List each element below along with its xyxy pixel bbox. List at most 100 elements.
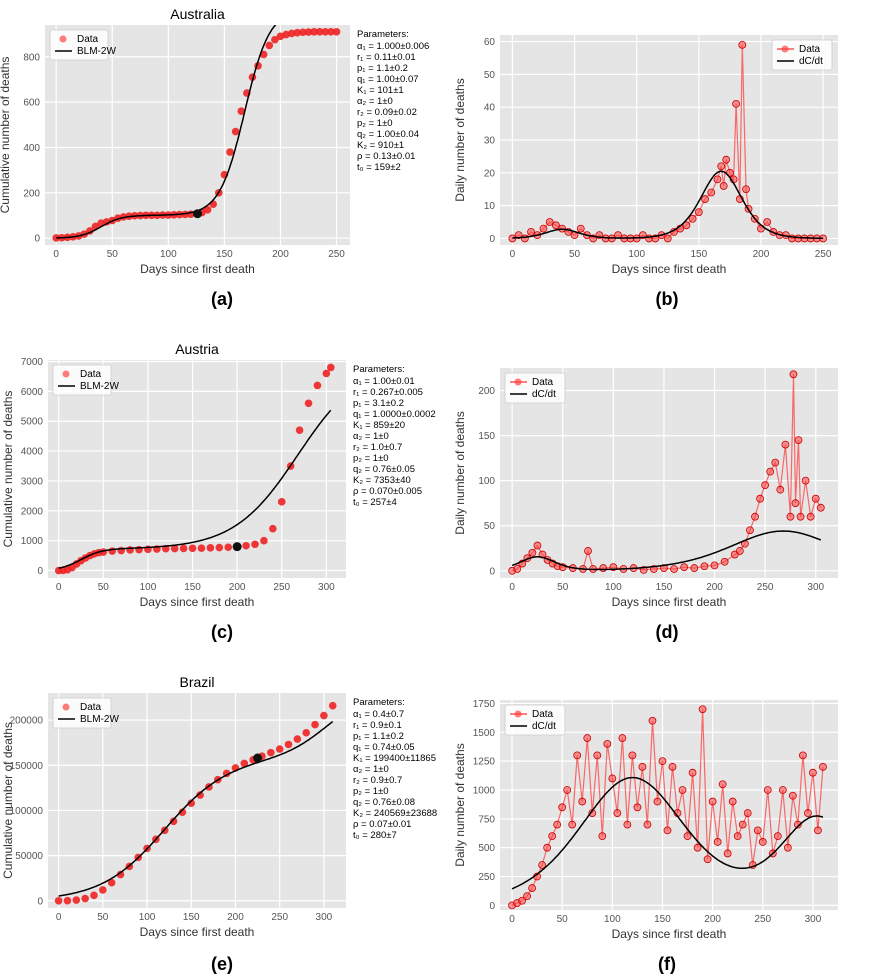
x-axis-label: Days since first death (140, 595, 255, 609)
x-tick-label: 100 (140, 582, 157, 593)
data-point (766, 467, 775, 476)
y-tick-label: 750 (478, 814, 495, 825)
y-tick-label: 5000 (21, 417, 44, 428)
data-point (287, 29, 296, 38)
data-point (573, 751, 582, 760)
x-tick-label: 50 (97, 912, 109, 923)
data-point (558, 803, 567, 812)
y-axis-label: Daily number of deaths (453, 743, 467, 866)
data-point (321, 28, 330, 36)
data-point (598, 832, 607, 841)
y-tick-label: 150 (478, 431, 495, 442)
legend-data-marker (59, 35, 67, 43)
data-point (548, 832, 557, 841)
y-tick-label: 100 (478, 476, 495, 487)
parameter-line: α₂ = 1±0 (353, 764, 389, 775)
data-point (683, 832, 692, 841)
data-point (206, 544, 215, 552)
data-point (710, 561, 719, 570)
transition-marker-point (193, 209, 202, 219)
parameters-title: Parameters: (353, 697, 405, 708)
legend-label: BLM-2W (80, 714, 119, 725)
data-point (806, 512, 815, 521)
x-tick-label: 0 (56, 582, 62, 593)
model-curve (512, 170, 824, 240)
y-axis-label: Cumulative number of deaths (1, 391, 15, 548)
data-point (713, 175, 722, 184)
data-point (178, 808, 187, 817)
data-point (242, 541, 250, 550)
y-tick-label: 50 (484, 521, 496, 532)
data-point (690, 564, 699, 572)
x-tick-label: 0 (510, 249, 516, 260)
y-tick-label: 1250 (473, 757, 496, 768)
data-point (742, 185, 750, 194)
plot-area (54, 363, 335, 575)
x-tick-label: 0 (53, 249, 59, 260)
data-point (717, 162, 726, 171)
data-point (578, 797, 587, 806)
x-tick-label: 100 (139, 912, 156, 923)
y-tick-label: 0 (489, 901, 495, 912)
x-tick-label: 250 (757, 582, 774, 593)
panel-a: 0 50 100 150 200 250 0 200 400 600 800 Australia Day… (0, 6, 429, 309)
parameter-line: p₁ = 1.1±0.2 (357, 63, 408, 74)
plot-background (48, 693, 346, 908)
legend-data-marker (781, 45, 789, 53)
data-point (680, 563, 689, 572)
legend-label: Data (80, 369, 102, 380)
data-point (603, 739, 612, 748)
data-point (295, 426, 304, 434)
x-tick-label: 100 (628, 249, 645, 260)
data-point (315, 28, 324, 36)
data-point (653, 797, 662, 806)
x-tick-label: 200 (227, 912, 244, 923)
panel-c: 0 50 100 150 200 250 3000100020003000400050006… (1, 341, 436, 642)
transition-marker-point (253, 753, 263, 763)
y-tick-label: 800 (23, 52, 40, 63)
data-point (643, 820, 652, 829)
data-point (545, 218, 554, 226)
panel-letter: (f) (658, 954, 676, 974)
y-tick-label: 500 (478, 843, 495, 854)
data-point (776, 485, 785, 494)
panel-letter: (b) (656, 289, 679, 309)
x-tick-label: 200 (706, 582, 723, 593)
data-point (327, 28, 335, 36)
data-point (304, 28, 313, 36)
legend-label: BLM-2W (77, 46, 116, 57)
data-point (568, 820, 577, 829)
data-point (332, 28, 341, 36)
y-tick-label: 0 (37, 896, 43, 907)
parameter-line: K₂ = 7353±40 (353, 475, 411, 486)
y-tick-label: 0 (34, 234, 40, 245)
y-tick-label: 6000 (21, 387, 44, 398)
y-tick-label: 10 (484, 201, 496, 212)
data-point (99, 886, 107, 894)
x-tick-label: 300 (318, 582, 335, 593)
plot-area (508, 705, 827, 910)
data-point (773, 832, 782, 841)
parameter-line: ρ = 0.07±0.01 (353, 819, 411, 830)
data-point (678, 786, 687, 794)
data-point (756, 494, 764, 503)
x-tick-label: 250 (754, 914, 771, 925)
parameter-line: α₁ = 0.4±0.7 (353, 709, 404, 720)
data-point (304, 399, 313, 408)
x-tick-label: 150 (656, 582, 673, 593)
data-point (584, 547, 592, 555)
data-point (738, 40, 747, 49)
x-tick-label: 50 (98, 582, 110, 593)
parameter-line: r₂ = 0.9±0.7 (353, 775, 402, 786)
data-point (169, 817, 178, 826)
data-point (170, 544, 179, 553)
x-tick-label: 200 (704, 914, 721, 925)
parameter-line: p₂ = 1±0 (353, 453, 389, 464)
data-point (231, 127, 240, 136)
x-tick-label: 200 (753, 249, 770, 260)
y-tick-label: 1000 (473, 786, 496, 797)
data-point (743, 809, 752, 817)
data-point (663, 826, 672, 835)
transition-marker-point (232, 542, 242, 552)
